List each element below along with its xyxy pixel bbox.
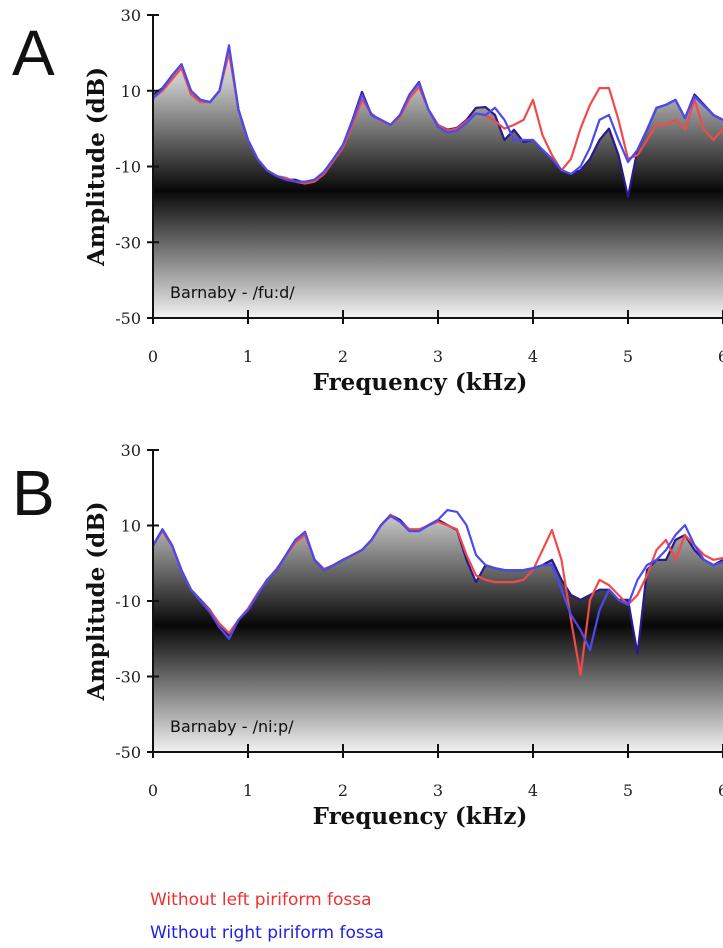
x-tick-label: 3	[433, 347, 443, 366]
annotation: Barnaby - /ni:p/	[170, 717, 294, 736]
x-tick-label: 4	[528, 347, 538, 366]
legend-entry: Without right piriform fossa	[150, 923, 384, 943]
y-tick-label: -50	[115, 309, 141, 328]
area	[153, 49, 723, 319]
x-tick-label: 2	[338, 347, 348, 366]
y-tick-label: -10	[115, 158, 141, 177]
x-axis-label: Frequency (kHz)	[313, 369, 528, 396]
y-axis-label: Amplitude (dB)	[83, 67, 110, 267]
plot-area	[153, 508, 723, 752]
y-tick-label: 30	[121, 441, 141, 460]
area	[153, 514, 723, 752]
x-tick-label: 0	[148, 347, 158, 366]
x-tick-label: 0	[148, 781, 158, 800]
x-tick-label: 1	[243, 347, 253, 366]
x-tick-label: 3	[433, 781, 443, 800]
y-tick-label: 30	[121, 6, 141, 25]
x-tick-label: 4	[528, 781, 538, 800]
x-tick-label: 5	[623, 347, 633, 366]
x-axis-label: Frequency (kHz)	[313, 803, 528, 830]
plot-area	[153, 44, 723, 319]
y-tick-label: 10	[121, 517, 141, 536]
x-tick-label: 1	[243, 781, 253, 800]
y-axis-label: Amplitude (dB)	[83, 501, 110, 701]
legend-entry: Without left piriform fossa	[150, 890, 372, 910]
panel-label: A	[12, 17, 55, 89]
x-tick-label: 2	[338, 781, 348, 800]
series-line	[153, 44, 723, 183]
y-tick-label: 10	[121, 82, 141, 101]
annotation: Barnaby - /fu:d/	[170, 283, 295, 302]
x-tick-label: 6	[718, 347, 723, 366]
y-tick-label: -50	[115, 743, 141, 762]
panel-label: B	[12, 457, 55, 529]
x-tick-label: 5	[623, 781, 633, 800]
y-tick-label: -30	[115, 668, 141, 687]
y-tick-label: -10	[115, 592, 141, 611]
series-line	[153, 508, 723, 652]
x-tick-label: 6	[718, 781, 723, 800]
y-tick-label: -30	[115, 233, 141, 252]
